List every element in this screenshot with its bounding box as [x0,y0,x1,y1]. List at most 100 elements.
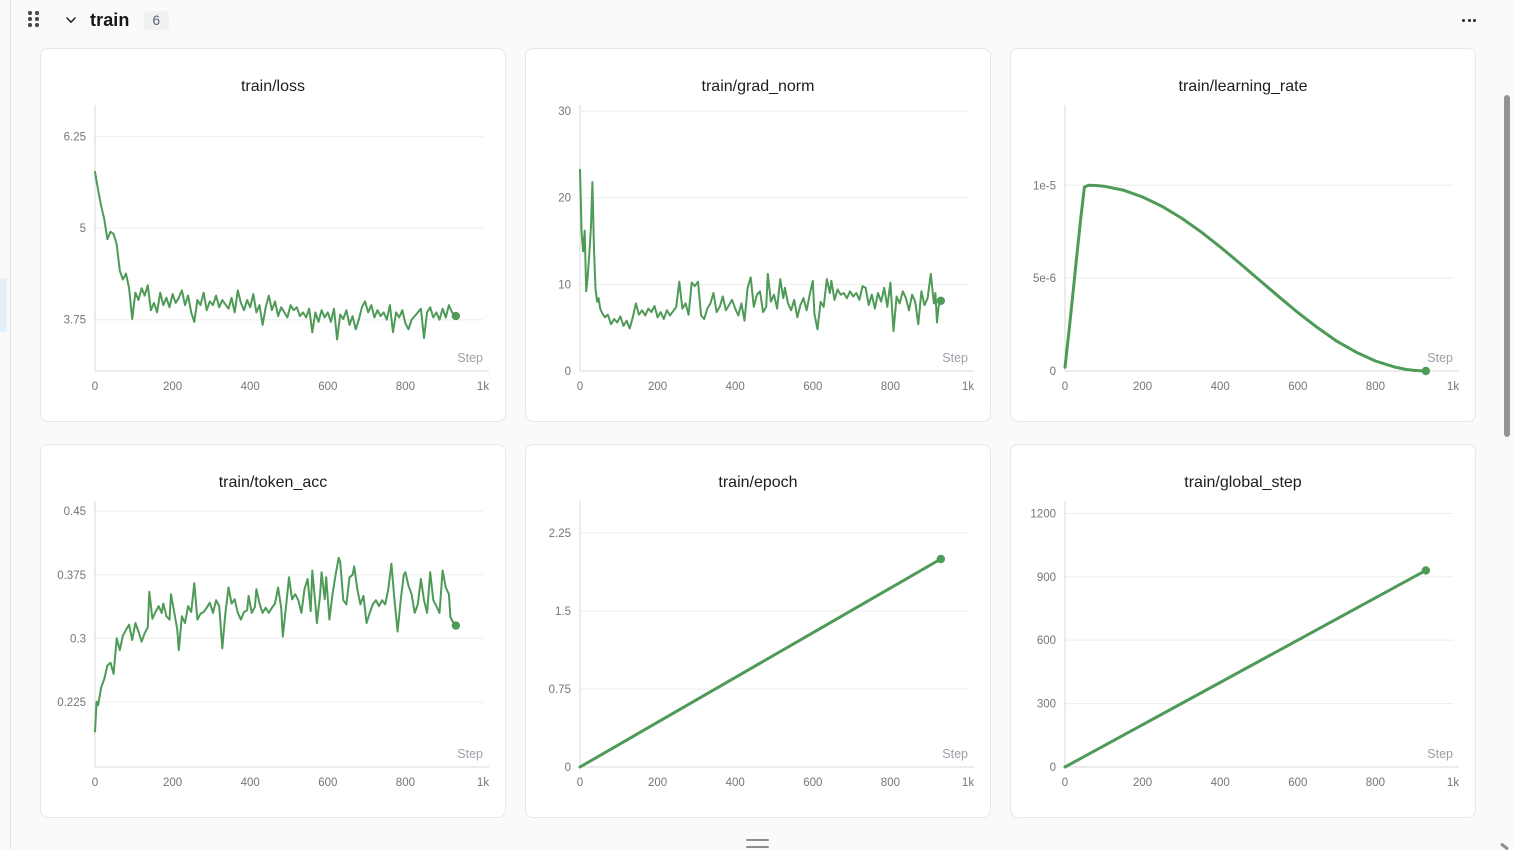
last-point-marker [451,311,461,321]
panel-grid: train/loss 3.75 5 6.25 0 200 400 600 800 1k Step … [40,48,1476,818]
section-collapse-button[interactable] [60,9,82,31]
x-tick-label: 200 [648,381,667,393]
panel-count-badge: 6 [143,10,170,30]
x-tick-label: 200 [1133,381,1152,393]
chart-title: train/learning_rate [1178,78,1308,95]
x-tick-label: 800 [396,381,415,393]
x-tick-label: 600 [318,777,337,789]
series-line [1063,183,1428,373]
x-tick-label: 600 [1288,381,1307,393]
last-point-marker [451,621,461,630]
x-tick-label: 400 [241,777,260,789]
panel-train-loss[interactable]: train/loss 3.75 5 6.25 0 200 400 600 800 1k Step [40,48,506,422]
chevron-down-icon [66,17,76,23]
series-line [94,170,457,341]
panel-train-token-acc[interactable]: train/token_acc 0.225 0.3 0.375 0.45 0 200 400… [40,444,506,818]
section-resize-handle[interactable] [746,839,769,848]
vertical-scrollbar-thumb[interactable] [1504,95,1510,437]
section-title: train [90,9,130,30]
y-tick-label: 0.375 [57,570,86,582]
x-tick-label: 1k [477,381,489,393]
panel-train-global-step[interactable]: train/global_step 0 300 600 900 1200 0 200 400 6… [1010,444,1476,818]
last-point-marker [1421,366,1431,376]
y-tick-label: 1.5 [555,606,571,618]
x-tick-label: 0 [92,381,98,393]
x-tick-label: 0 [577,777,583,789]
x-tick-label: 400 [726,777,745,789]
y-tick-label: 2.25 [549,528,571,540]
x-tick-label: 400 [1211,777,1230,789]
section-menu-button[interactable] [1455,9,1483,31]
chart-title: train/loss [240,78,306,95]
x-axis-label: Step [1427,351,1453,365]
x-tick-label: 800 [881,381,900,393]
panel-train-grad-norm[interactable]: train/grad_norm 0 10 20 30 0 200 400 600 800 1k St… [525,48,991,422]
y-tick-label: 0.3 [70,633,86,645]
left-edge-highlight [0,278,7,332]
ellipsis-icon [1462,18,1465,22]
series-line [94,556,457,733]
x-tick-label: 0 [1062,381,1068,393]
learning-rate-chart: 0 5e-6 1e-5 0 200 400 600 800 1k Step [1033,105,1459,393]
x-tick-label: 200 [1133,777,1152,789]
chart-title: train/global_step [1184,474,1302,491]
y-tick-label: 600 [1037,635,1056,647]
series-line [579,168,942,333]
chart-title: train/grad_norm [701,78,815,95]
x-tick-label: 800 [881,777,900,789]
y-tick-label: 30 [558,106,571,118]
y-tick-label: 1200 [1030,508,1056,520]
series-line [578,557,943,769]
epoch-chart: 0 0.75 1.5 2.25 0 200 400 600 800 1k Step [549,501,974,789]
x-axis-label: Step [942,351,968,365]
chart-title: train/epoch [718,474,798,491]
panel-train-epoch[interactable]: train/epoch 0 0.75 1.5 2.25 0 200 400 600 800 1k S… [525,444,991,818]
x-tick-label: 600 [803,777,822,789]
drag-handle-icon[interactable] [28,11,42,29]
x-tick-label: 1k [477,777,489,789]
x-tick-label: 1k [962,777,974,789]
y-tick-label: 0 [1050,366,1056,378]
y-tick-label: 0 [1050,762,1056,774]
y-tick-label: 10 [558,279,571,291]
x-axis-label: Step [1427,747,1453,761]
content-left-border [10,0,11,850]
x-tick-label: 0 [92,777,98,789]
loss-chart: 3.75 5 6.25 0 200 400 600 800 1k Step [64,105,489,393]
x-tick-label: 200 [163,777,182,789]
last-point-marker [1421,566,1431,575]
token-acc-chart: 0.225 0.3 0.375 0.45 0 200 400 600 800 1k Step [57,501,489,789]
x-tick-label: 1k [1447,381,1459,393]
x-tick-label: 800 [1366,777,1385,789]
x-axis-label: Step [942,747,968,761]
panel-train-learning-rate[interactable]: train/learning_rate 0 5e-6 1e-5 0 200 400 600 8… [1010,48,1476,422]
corner-resize-glyph [1500,842,1509,850]
y-tick-label: 0.225 [57,697,86,709]
global-step-chart: 0 300 600 900 1200 0 200 400 600 800 1k Step [1030,501,1459,789]
y-tick-label: 0 [565,762,571,774]
y-tick-label: 6.25 [64,132,86,144]
y-tick-label: 300 [1037,699,1056,711]
x-tick-label: 800 [1366,381,1385,393]
x-tick-label: 800 [396,777,415,789]
y-tick-label: 0.45 [64,506,86,518]
x-tick-label: 1k [1447,777,1459,789]
x-tick-label: 400 [726,381,745,393]
y-tick-label: 1e-5 [1033,180,1056,192]
x-tick-label: 600 [1288,777,1307,789]
y-tick-label: 5 [80,223,86,235]
last-point-marker [936,296,946,305]
section-header: train 6 [28,6,1483,34]
x-tick-label: 400 [241,381,260,393]
x-tick-label: 600 [803,381,822,393]
x-tick-label: 200 [648,777,667,789]
y-tick-label: 0.75 [549,684,571,696]
series-line [1063,568,1428,769]
x-axis-label: Step [457,747,483,761]
grad-norm-chart: 0 10 20 30 0 200 400 600 800 1k Step [558,105,974,393]
y-tick-label: 900 [1037,572,1056,584]
y-tick-label: 5e-6 [1033,273,1056,285]
chart-title: train/token_acc [218,474,328,491]
x-tick-label: 1k [962,381,974,393]
x-axis-label: Step [457,351,483,365]
